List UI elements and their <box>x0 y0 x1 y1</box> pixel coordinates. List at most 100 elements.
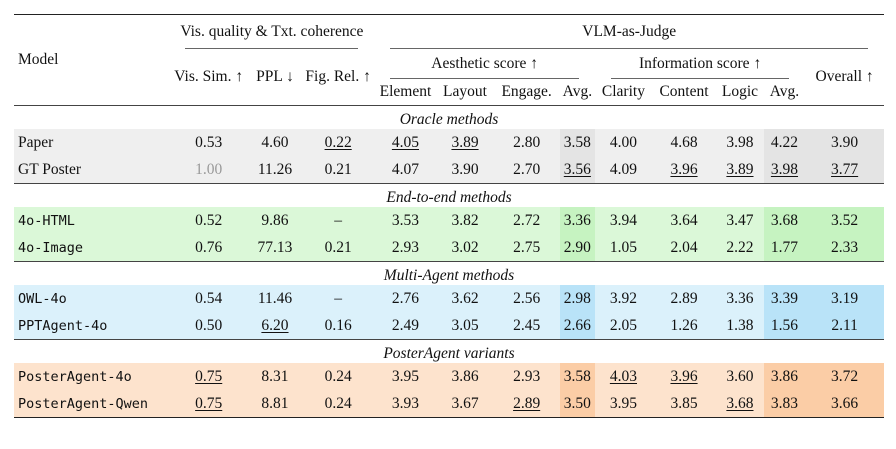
cell-vis-sim: 0.53 <box>169 129 249 156</box>
cell-layout: 3.67 <box>436 390 494 418</box>
cell-info-avg: 3.68 <box>763 207 806 234</box>
section-heading: End-to-end methods <box>14 183 884 208</box>
section-title: Oracle methods <box>399 111 499 128</box>
cell-content: 3.85 <box>651 390 717 418</box>
cell-info-avg: 3.86 <box>763 363 806 390</box>
cell-fig-rel: 0.24 <box>301 390 375 418</box>
cell-info-avg: 4.22 <box>763 129 806 156</box>
cell-fig-rel: 0.21 <box>301 156 375 184</box>
cell-ppl: 11.26 <box>248 156 302 184</box>
cell-aes-avg: 3.58 <box>559 363 595 390</box>
cell-fig-rel: 0.21 <box>301 234 375 262</box>
cell-overall: 3.72 <box>805 363 884 390</box>
cell-clarity: 3.92 <box>594 285 652 312</box>
section-title: Multi-Agent methods <box>383 267 515 284</box>
cell-content: 3.96 <box>651 156 717 184</box>
cell-ppl: 8.81 <box>248 390 302 418</box>
header-row-subgroups: Vis. Sim. ↑ PPL ↓ Fig. Rel. ↑ Aesthetic … <box>14 49 884 85</box>
cell-vis-sim: 0.52 <box>169 207 249 234</box>
cell-element: 3.93 <box>374 390 437 418</box>
cell-logic: 3.47 <box>716 207 764 234</box>
cell-vis-sim: 0.75 <box>169 390 249 418</box>
cell-logic: 3.89 <box>716 156 764 184</box>
cell-layout: 3.86 <box>436 363 494 390</box>
section-title: PosterAgent variants <box>383 345 515 362</box>
cell-vis-sim: 0.54 <box>169 285 249 312</box>
cell-clarity: 2.05 <box>594 312 652 340</box>
cell-element: 2.76 <box>374 285 437 312</box>
cell-vis-sim: 1.00 <box>169 156 249 184</box>
cell-model: Paper <box>14 129 170 156</box>
cell-logic: 3.36 <box>716 285 764 312</box>
cell-logic: 3.60 <box>716 363 764 390</box>
header-model: Model <box>18 51 59 68</box>
cell-engage: 2.89 <box>493 390 560 418</box>
cell-engage: 2.75 <box>493 234 560 262</box>
cell-overall: 3.19 <box>805 285 884 312</box>
section-heading: PosterAgent variants <box>14 339 884 364</box>
cell-ppl: 4.60 <box>248 129 302 156</box>
cell-model: PPTAgent-4o <box>14 312 170 340</box>
cell-content: 3.64 <box>651 207 717 234</box>
cell-info-avg: 3.39 <box>763 285 806 312</box>
cell-ppl: 6.20 <box>248 312 302 340</box>
cell-aes-avg: 3.58 <box>559 129 595 156</box>
cell-model: GT Poster <box>14 156 170 184</box>
cell-vis-sim: 0.75 <box>169 363 249 390</box>
header-vis-sim: Vis. Sim. ↑ <box>174 68 244 85</box>
header-info-avg: Avg. <box>769 83 800 100</box>
cell-clarity: 3.95 <box>594 390 652 418</box>
cell-clarity: 4.09 <box>594 156 652 184</box>
cell-ppl: 8.31 <box>248 363 302 390</box>
table-row: PosterAgent-Qwen 0.75 8.81 0.24 3.93 3.6… <box>14 390 884 418</box>
header-fig-rel: Fig. Rel. ↑ <box>305 68 371 85</box>
cell-logic: 2.22 <box>716 234 764 262</box>
header-row-groups: Model Vis. quality & Txt. coherence VLM-… <box>14 14 884 68</box>
cell-layout: 3.02 <box>436 234 494 262</box>
cell-fig-rel: – <box>301 285 375 312</box>
cell-fig-rel: 0.24 <box>301 363 375 390</box>
header-row-columns: Element Layout Engage. Avg. Clarity Cont… <box>14 79 884 106</box>
cell-logic: 3.98 <box>716 129 764 156</box>
cell-element: 2.93 <box>374 234 437 262</box>
cell-aes-avg: 2.98 <box>559 285 595 312</box>
table-row: OWL-4o 0.54 11.46 – 2.76 3.62 2.56 2.98 … <box>14 285 884 312</box>
table-row: PosterAgent-4o 0.75 8.31 0.24 3.95 3.86 … <box>14 363 884 390</box>
cell-overall: 3.66 <box>805 390 884 418</box>
cell-layout: 3.82 <box>436 207 494 234</box>
cell-aes-avg: 2.90 <box>559 234 595 262</box>
header-aesthetic: Aesthetic score ↑ <box>374 49 595 79</box>
cell-fig-rel: 0.22 <box>301 129 375 156</box>
cell-aes-avg: 3.36 <box>559 207 595 234</box>
cell-layout: 3.05 <box>436 312 494 340</box>
cell-info-avg: 3.98 <box>763 156 806 184</box>
cell-overall: 3.52 <box>805 207 884 234</box>
cell-overall: 2.11 <box>805 312 884 340</box>
cell-element: 4.07 <box>374 156 437 184</box>
cell-info-avg: 1.77 <box>763 234 806 262</box>
cell-logic: 3.68 <box>716 390 764 418</box>
cell-overall: 3.77 <box>805 156 884 184</box>
section-title: End-to-end methods <box>386 189 512 206</box>
cell-aes-avg: 3.50 <box>559 390 595 418</box>
cell-model: 4o-HTML <box>14 207 170 234</box>
cell-fig-rel: 0.16 <box>301 312 375 340</box>
header-ppl: PPL ↓ <box>256 68 294 85</box>
cell-engage: 2.70 <box>493 156 560 184</box>
cell-vis-sim: 0.76 <box>169 234 249 262</box>
header-information: Information score ↑ <box>595 49 805 79</box>
cell-element: 3.53 <box>374 207 437 234</box>
cell-layout: 3.90 <box>436 156 494 184</box>
cell-ppl: 11.46 <box>248 285 302 312</box>
header-clarity: Clarity <box>601 83 645 100</box>
cell-layout: 3.62 <box>436 285 494 312</box>
cell-content: 1.26 <box>651 312 717 340</box>
cell-model: PosterAgent-Qwen <box>14 390 170 418</box>
cell-aes-avg: 3.56 <box>559 156 595 184</box>
section-heading: Multi-Agent methods <box>14 261 884 286</box>
cell-content: 4.68 <box>651 129 717 156</box>
header-aes-avg: Avg. <box>562 83 593 100</box>
cell-element: 4.05 <box>374 129 437 156</box>
results-table: Model Vis. quality & Txt. coherence VLM-… <box>14 14 884 418</box>
cell-fig-rel: – <box>301 207 375 234</box>
